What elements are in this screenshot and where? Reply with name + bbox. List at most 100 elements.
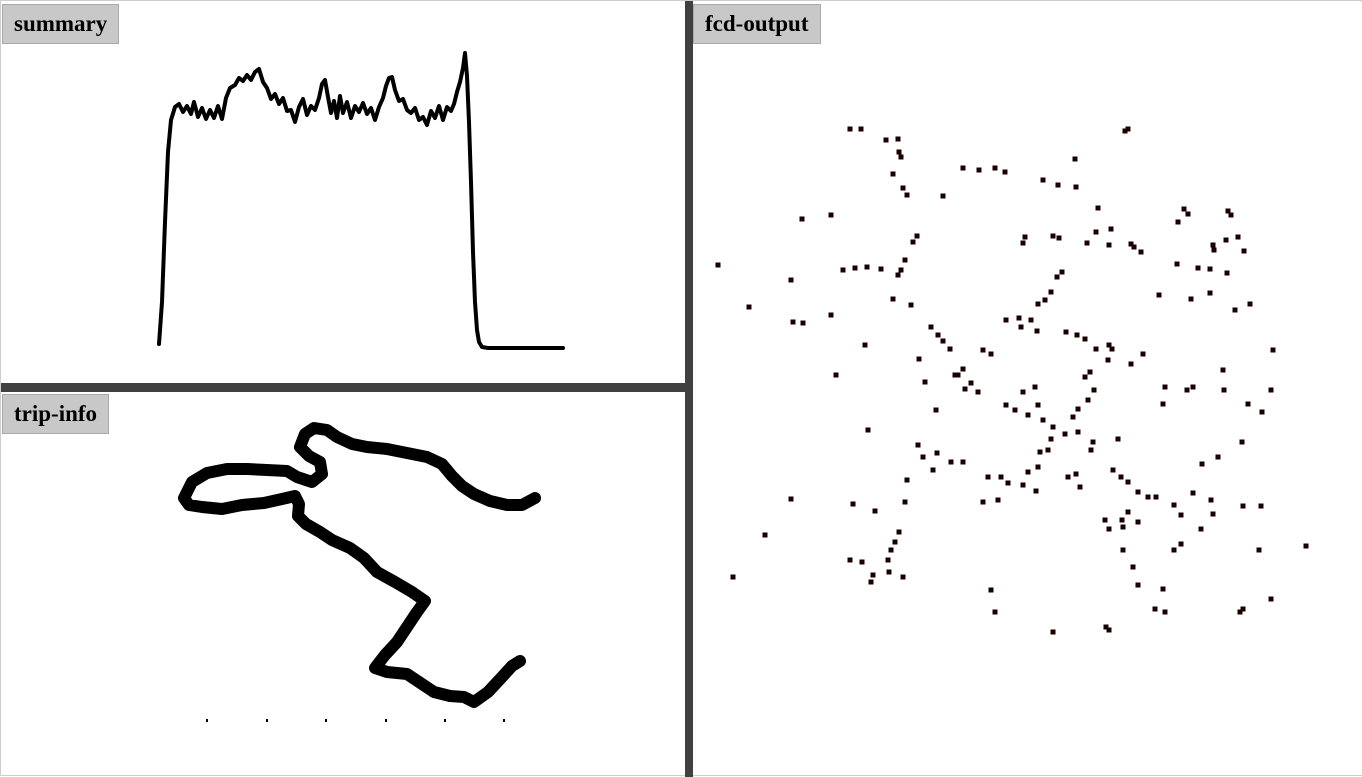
fcd-vehicle-dot — [976, 167, 982, 173]
fcd-vehicle-dot — [1108, 226, 1114, 232]
fcd-vehicle-dot — [1240, 606, 1246, 612]
fcd-vehicle-dot — [1050, 424, 1056, 430]
fcd-vehicle-dot — [995, 497, 1001, 503]
fcd-vehicle-dot — [1025, 469, 1031, 475]
fcd-vehicle-dot — [1012, 407, 1018, 413]
fcd-vehicle-dot — [788, 277, 794, 283]
fcd-vehicle-dot — [1210, 511, 1216, 517]
fcd-vehicle-dot — [852, 265, 858, 271]
fcd-vehicle-dot — [1118, 474, 1124, 480]
fcd-vehicle-dot — [928, 324, 934, 330]
fcd-vehicle-dot — [1048, 436, 1054, 442]
fcd-vehicle-dot — [870, 572, 876, 578]
fcd-vehicle-dot — [940, 193, 946, 199]
fcd-vehicle-dot — [1110, 467, 1116, 473]
fcd-vehicle-dot — [960, 165, 966, 171]
fcd-vehicle-dot — [847, 557, 853, 563]
fcd-vehicle-dot — [800, 320, 806, 326]
fcd-vehicle-dot — [960, 366, 966, 372]
fcd-vehicle-dot — [862, 342, 868, 348]
trip-info-panel: trip-info — [2, 392, 685, 775]
fcd-vehicle-dot — [898, 154, 904, 160]
fcd-vehicle-dot — [1075, 429, 1081, 435]
vertical-splitter[interactable] — [685, 1, 693, 777]
fcd-vehicle-dot — [1207, 290, 1213, 296]
fcd-vehicle-dot — [1040, 417, 1046, 423]
fcd-vehicle-dot — [975, 389, 981, 395]
fcd-vehicle-dot — [1225, 208, 1231, 214]
fcd-vehicle-dot — [1303, 543, 1309, 549]
fcd-vehicle-dot — [960, 459, 966, 465]
fcd-vehicle-dot — [1084, 240, 1090, 246]
fcd-vehicle-dot — [1073, 184, 1079, 190]
fcd-vehicle-dot — [1128, 241, 1134, 247]
fcd-vehicle-dot — [952, 372, 958, 378]
fcd-vehicle-dot — [988, 351, 994, 357]
fcd-vehicle-dot — [1037, 449, 1043, 455]
fcd-vehicle-dot — [1198, 526, 1204, 532]
fcd-vehicle-dot — [1042, 297, 1048, 303]
fcd-vehicle-dot — [915, 442, 921, 448]
fcd-vehicle-dot — [1002, 169, 1008, 175]
fcd-vehicle-dot — [934, 450, 940, 456]
fcd-vehicle-dot — [1119, 517, 1125, 523]
fcd-vehicle-dot — [1106, 627, 1112, 633]
fcd-vehicle-dot — [715, 262, 721, 268]
fcd-vehicle-dot — [900, 185, 906, 191]
fcd-vehicle-positions — [715, 126, 1309, 635]
fcd-vehicle-dot — [1020, 389, 1026, 395]
fcd-vehicle-dot — [1106, 526, 1112, 532]
fcd-vehicle-dot — [1088, 447, 1094, 453]
fcd-vehicle-dot — [1063, 329, 1069, 335]
fcd-vehicle-dot — [1109, 346, 1115, 352]
fcd-vehicle-dot — [900, 574, 906, 580]
fcd-vehicle-dot — [1032, 384, 1038, 390]
fcd-vehicle-dot — [828, 212, 834, 218]
trip-info-axis-ticks — [206, 719, 505, 722]
fcd-vehicle-dot — [790, 319, 796, 325]
fcd-vehicle-dot — [1091, 387, 1097, 393]
fcd-vehicle-dot — [895, 272, 901, 278]
fcd-vehicle-dot — [890, 171, 896, 177]
fcd-vehicle-dot — [1115, 436, 1121, 442]
fcd-vehicle-dot — [1034, 328, 1040, 334]
horizontal-splitter[interactable] — [1, 383, 685, 392]
fcd-vehicle-dot — [955, 372, 961, 378]
fcd-vehicle-dot — [868, 579, 874, 585]
fcd-vehicle-dot — [1028, 317, 1034, 323]
fcd-vehicle-dot — [1140, 351, 1146, 357]
fcd-vehicle-dot — [914, 233, 920, 239]
fcd-vehicle-dot — [933, 407, 939, 413]
fcd-vehicle-dot — [1040, 177, 1046, 183]
fcd-vehicle-dot — [998, 474, 1004, 480]
fcd-vehicle-dot — [1106, 242, 1112, 248]
fcd-vehicle-dot — [968, 380, 974, 386]
fcd-vehicle-dot — [1077, 484, 1083, 490]
fcd-vehicle-dot — [1145, 494, 1151, 500]
fcd-vehicle-dot — [1135, 582, 1141, 588]
fcd-vehicle-dot — [985, 474, 991, 480]
fcd-vehicle-dot — [1095, 205, 1101, 211]
fcd-vehicle-dot — [1125, 126, 1131, 132]
fcd-vehicle-dot — [1188, 296, 1194, 302]
fcd-vehicle-dot — [1048, 289, 1054, 295]
fcd-vehicle-dot — [1128, 361, 1134, 367]
fcd-vehicle-dot — [1184, 387, 1190, 393]
fcd-vehicle-dot — [940, 338, 946, 344]
fcd-vehicle-dot — [1221, 387, 1227, 393]
fcd-vehicle-dot — [858, 126, 864, 132]
fcd-vehicle-dot — [1075, 406, 1081, 412]
fcd-vehicle-dot — [1003, 402, 1009, 408]
summary-plot — [157, 51, 565, 350]
fcd-vehicle-dot — [1022, 234, 1028, 240]
fcd-vehicle-dot — [865, 427, 871, 433]
fcd-vehicle-dot — [896, 529, 902, 535]
fcd-vehicle-dot — [1220, 367, 1226, 373]
fcd-vehicle-dot — [895, 136, 901, 142]
fcd-vehicle-dot — [1035, 464, 1041, 470]
fcd-vehicle-dot — [1125, 479, 1131, 485]
fcd-vehicle-dot — [883, 137, 889, 143]
fcd-vehicle-dot — [1247, 301, 1253, 307]
fcd-vehicle-dot — [1153, 494, 1159, 500]
fcd-vehicle-dot — [1105, 357, 1111, 363]
